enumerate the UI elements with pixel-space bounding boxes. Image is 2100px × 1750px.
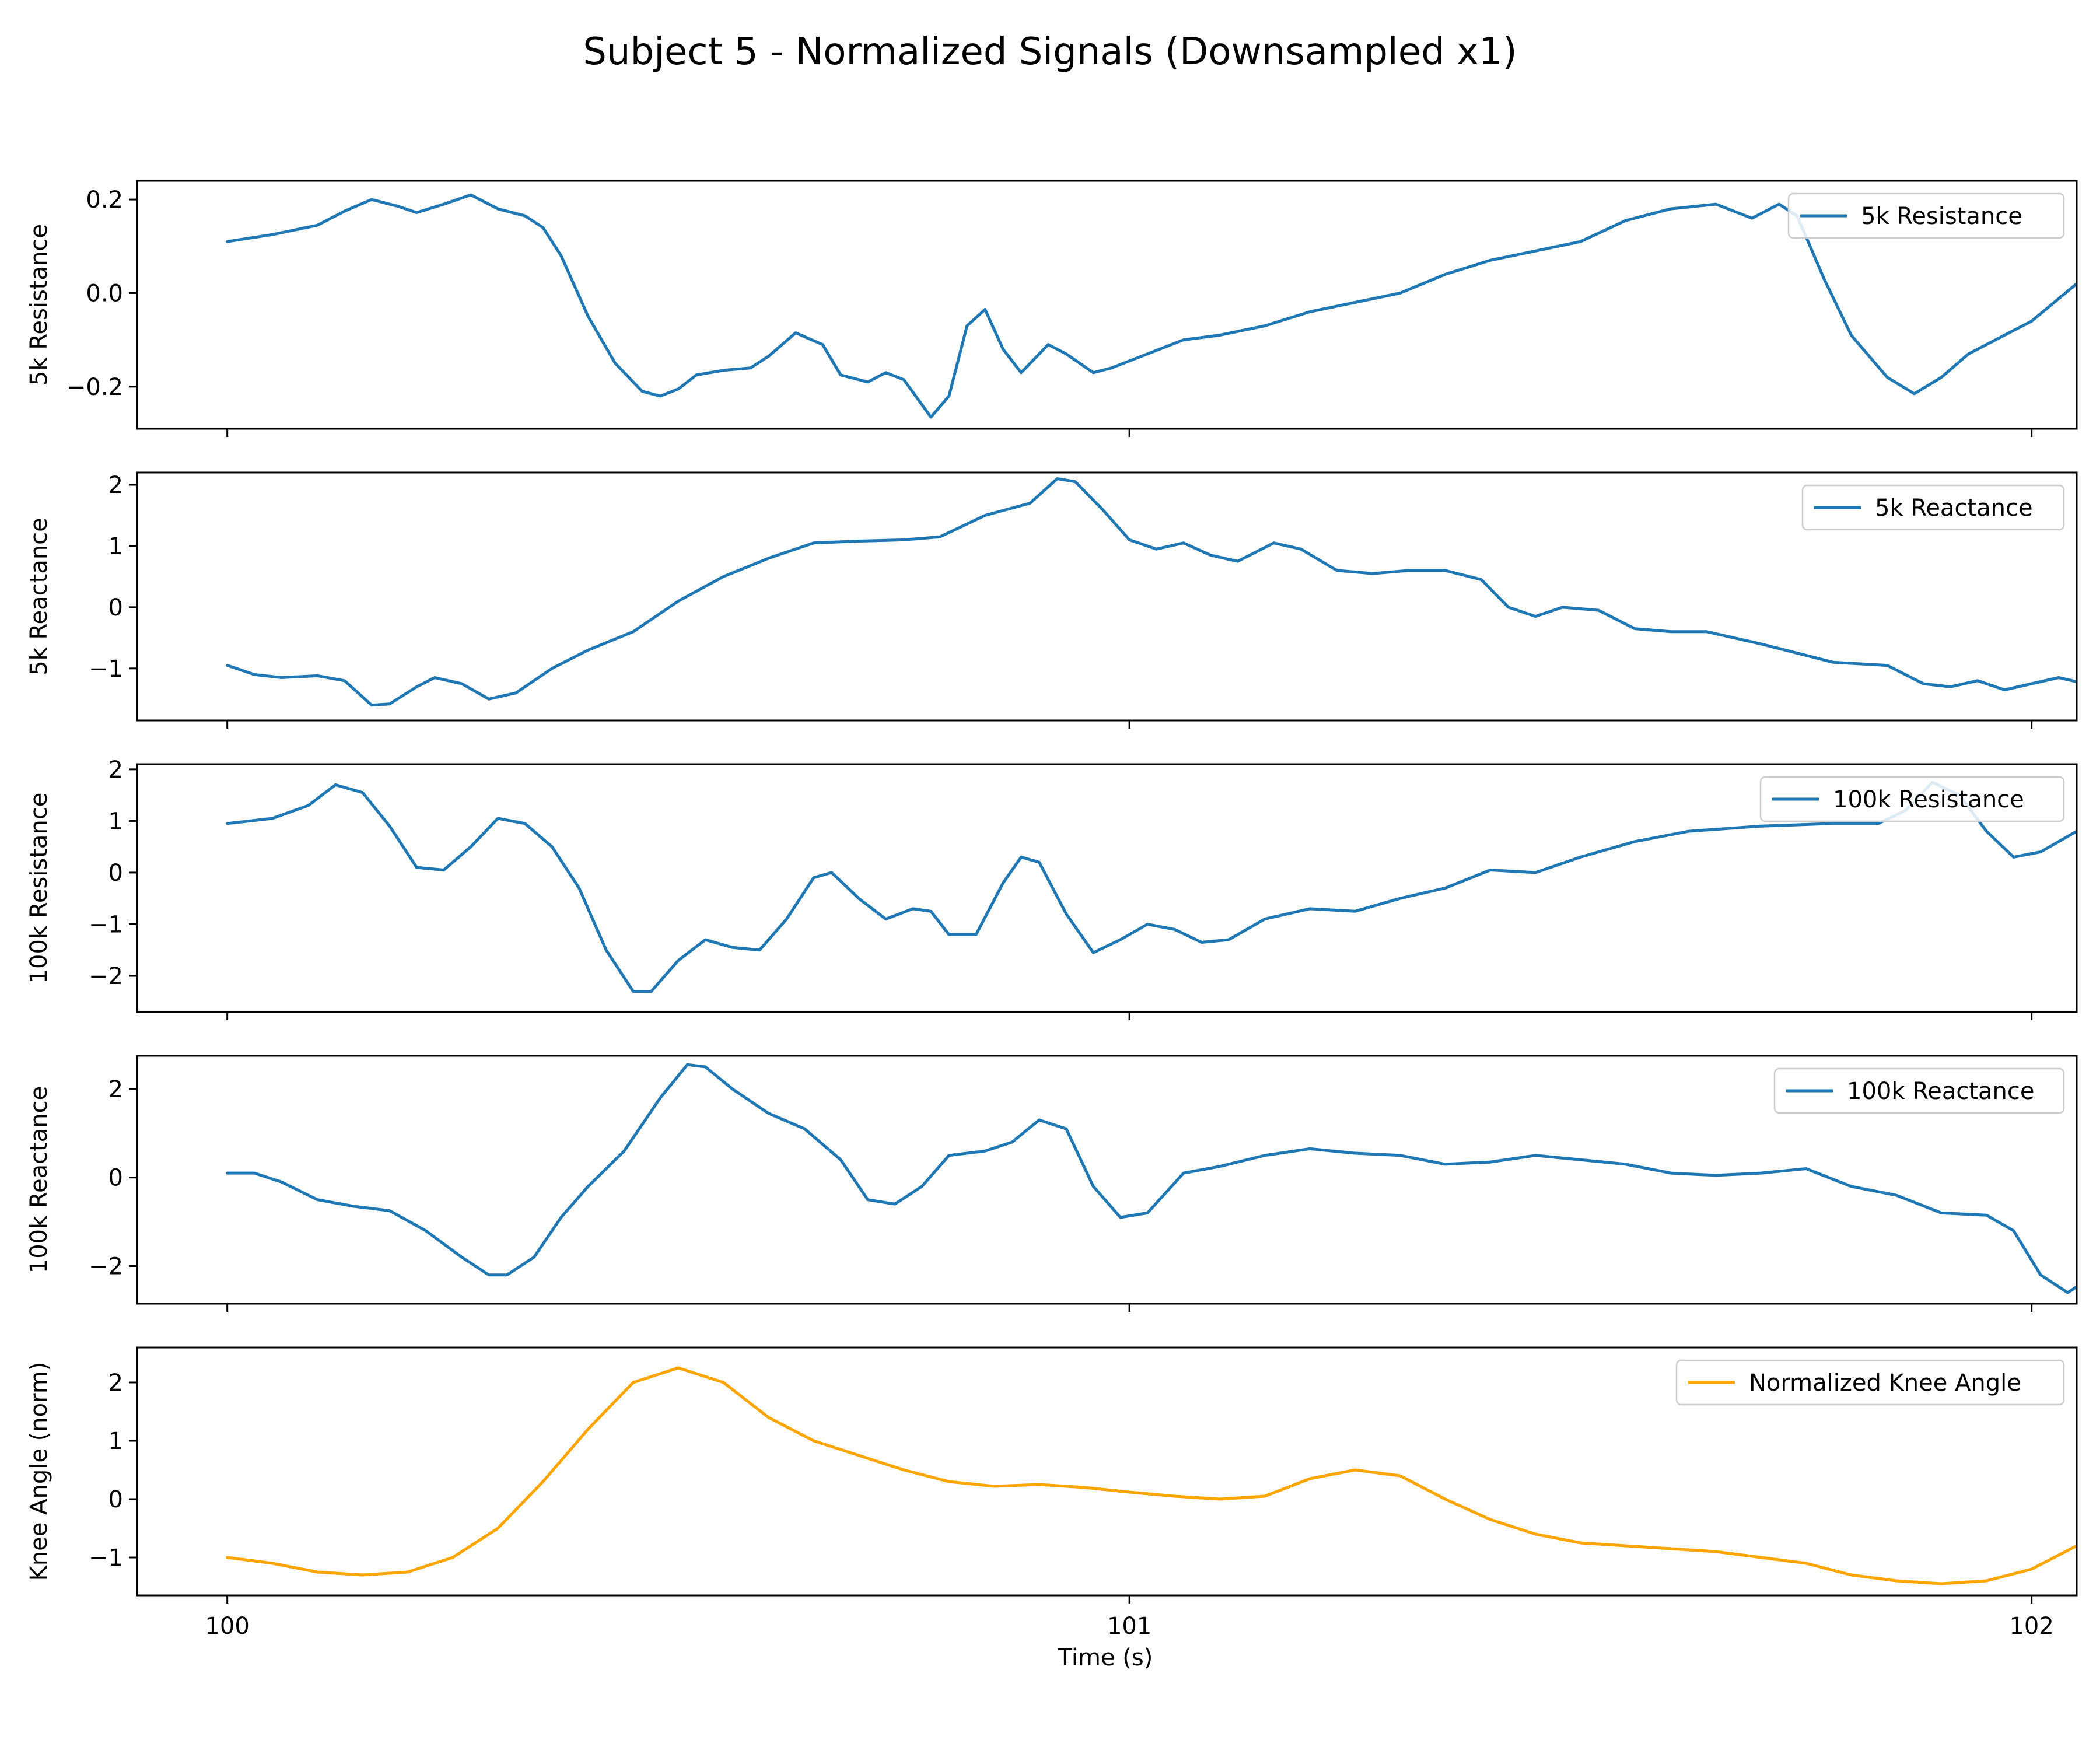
y-axis-label-3: 100k Resistance	[26, 793, 52, 984]
x-tick-label-3: 102	[2009, 1613, 2053, 1640]
y-tick-label-3-2: −1	[89, 911, 123, 938]
y-axis-label-5: Knee Angle (norm)	[26, 1362, 52, 1581]
legend-label-4: 100k Reactance	[1847, 1078, 2034, 1105]
legend-label-5: Normalized Knee Angle	[1749, 1370, 2021, 1396]
y-tick-label-2-3: 1	[108, 533, 123, 560]
y-tick-label-4-3: 2	[108, 1076, 123, 1103]
y-tick-label-1-3: 0.2	[86, 187, 123, 214]
legend-box-4	[1773, 1068, 2065, 1114]
subplot-5: −1 0 1 2 100 101 102 Knee Angle (norm) Normalize…	[26, 1346, 2078, 1640]
series-line-5-1	[226, 1366, 2077, 1586]
y-tick-label-3-1: −2	[89, 963, 123, 990]
y-tick-label-3-4: 1	[108, 808, 123, 835]
y-tick-label-5-4: 2	[108, 1370, 123, 1396]
axes-frame-1	[136, 180, 2078, 430]
y-tick-label-5-3: 1	[108, 1428, 123, 1455]
series-line-4-1	[226, 1063, 2077, 1294]
axes-frame-2	[136, 471, 2078, 722]
y-tick-label-1-1: −0.2	[66, 374, 123, 401]
legend-label-2: 5k Reactance	[1875, 495, 2033, 522]
y-axis-label-1: 5k Resistance	[26, 224, 52, 386]
y-tick-label-2-4: 2	[108, 472, 123, 499]
y-tick-label-4-1: −2	[89, 1253, 123, 1280]
subplot-1: −0.2 0.0 0.2 5k Resistance 5k Resistance	[26, 180, 2078, 437]
y-tick-label-3-5: 2	[108, 757, 123, 783]
legend-box-2	[1801, 484, 2065, 531]
y-tick-label-1-2: 0.0	[86, 280, 123, 307]
legend-box-5	[1675, 1359, 2065, 1406]
y-tick-label-2-2: 0	[108, 594, 123, 621]
series-line-2-1	[226, 477, 2077, 707]
x-axis-label: Time (s)	[1058, 1644, 1153, 1671]
x-tick-label-1: 100	[205, 1613, 249, 1640]
axes-frame-4	[136, 1055, 2078, 1305]
legend-box-1	[1787, 192, 2065, 239]
axes-frame-3	[136, 763, 2078, 1013]
y-tick-label-4-2: 0	[108, 1165, 123, 1192]
subplot-4: −2 0 2 100k Reactance 100k Reactance	[26, 1055, 2078, 1312]
y-tick-label-5-1: −1	[89, 1545, 123, 1572]
legend-label-1: 5k Resistance	[1861, 203, 2022, 230]
subplot-2: −1 0 1 2 5k Reactance 5k Reactance	[26, 471, 2078, 729]
figure-title: Subject 5 - Normalized Signals (Downsamp…	[583, 30, 1517, 74]
series-line-1-1	[226, 193, 2077, 419]
y-tick-label-2-1: −1	[89, 656, 123, 682]
legend-box-3	[1759, 776, 2065, 822]
y-tick-label-5-2: 0	[108, 1486, 123, 1513]
subplot-grid: −0.2 0.0 0.2 5k Resistance 5k Resistance −1 0 1…	[26, 180, 2078, 1640]
x-tick-label-2: 101	[1107, 1613, 1152, 1640]
y-axis-label-4: 100k Reactance	[26, 1086, 52, 1273]
axes-frame-5	[136, 1346, 2078, 1597]
y-tick-label-3-3: 0	[108, 860, 123, 887]
subplot-3: −2 −1 0 1 2 100k Resistance 100k Resistance	[26, 757, 2078, 1020]
y-axis-label-2: 5k Reactance	[26, 517, 52, 676]
series-line-3-1	[226, 780, 2077, 993]
legend-label-3: 100k Resistance	[1833, 786, 2024, 813]
